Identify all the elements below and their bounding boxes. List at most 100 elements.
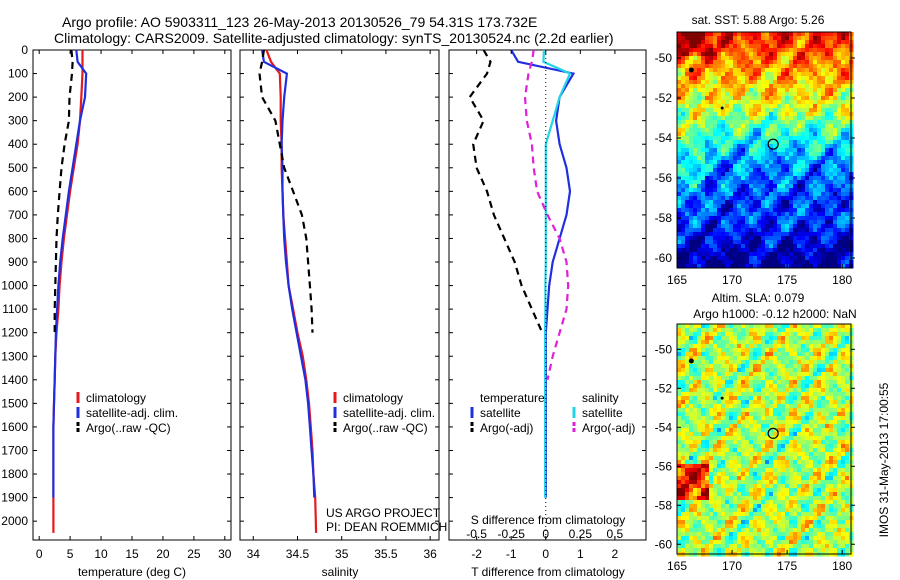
heatmap-cell xyxy=(745,196,750,201)
heatmap-cell xyxy=(701,356,706,361)
heatmap-cell xyxy=(817,88,822,93)
heatmap-cell xyxy=(753,396,758,401)
heatmap-cell xyxy=(837,244,842,249)
heatmap-cell xyxy=(709,108,714,113)
heatmap-cell xyxy=(817,348,822,353)
heatmap-cell xyxy=(721,240,726,245)
heatmap-cell xyxy=(745,52,750,57)
heatmap-cell xyxy=(729,332,734,337)
heatmap-cell xyxy=(817,148,822,153)
heatmap-cell xyxy=(749,412,754,417)
heatmap-cell xyxy=(745,264,750,269)
heatmap-cell xyxy=(693,368,698,373)
heatmap-cell xyxy=(841,148,846,153)
series-line-argo-raw-qc- xyxy=(258,49,314,333)
heatmap-cell xyxy=(817,508,822,513)
heatmap-cell xyxy=(845,208,850,213)
heatmap-cell xyxy=(725,504,730,509)
heatmap-cell xyxy=(841,36,846,41)
heatmap-cell xyxy=(781,504,786,509)
heatmap-cell xyxy=(769,212,774,217)
heatmap-cell xyxy=(825,36,830,41)
heatmap-cell xyxy=(685,88,690,93)
heatmap-cell xyxy=(789,392,794,397)
heatmap-cell xyxy=(741,112,746,117)
heatmap-cell xyxy=(721,376,726,381)
heatmap-cell xyxy=(713,504,718,509)
heatmap-cell xyxy=(845,460,850,465)
heatmap-cell xyxy=(793,108,798,113)
heatmap-cell xyxy=(793,424,798,429)
heatmap-cell xyxy=(797,360,802,365)
heatmap-cell xyxy=(753,88,758,93)
heatmap-cell xyxy=(821,476,826,481)
heatmap-cell xyxy=(757,440,762,445)
heatmap-cell xyxy=(829,52,834,57)
heatmap-cell xyxy=(805,252,810,257)
heatmap-cell xyxy=(693,384,698,389)
heatmap-cell xyxy=(689,120,694,125)
heatmap-cell xyxy=(753,128,758,133)
heatmap-cell xyxy=(701,180,706,185)
heatmap-cell xyxy=(809,376,814,381)
heatmap-cell xyxy=(721,480,726,485)
heatmap-cell xyxy=(717,200,722,205)
heatmap-cell xyxy=(829,128,834,133)
heatmap-cell xyxy=(829,480,834,485)
heatmap-cell xyxy=(841,372,846,377)
heatmap-cell xyxy=(841,84,846,89)
heatmap-cell xyxy=(821,112,826,117)
heatmap-cell xyxy=(729,44,734,49)
heatmap-cell xyxy=(745,64,750,69)
heatmap-cell xyxy=(713,408,718,413)
heatmap-cell xyxy=(805,36,810,41)
heatmap-cell xyxy=(797,400,802,405)
heatmap-cell xyxy=(817,116,822,121)
heatmap-cell xyxy=(701,404,706,409)
heatmap-cell xyxy=(745,468,750,473)
heatmap-cell xyxy=(833,40,838,45)
heatmap-cell xyxy=(729,160,734,165)
heatmap-cell xyxy=(809,76,814,81)
heatmap-cell xyxy=(805,496,810,501)
heatmap-cell xyxy=(681,160,686,165)
heatmap-cell xyxy=(825,160,830,165)
heatmap-cell xyxy=(689,356,694,361)
heatmap-cell xyxy=(797,216,802,221)
heatmap-cell xyxy=(745,220,750,225)
heatmap-cell xyxy=(833,468,838,473)
heatmap-cell xyxy=(845,148,850,153)
heatmap-cell xyxy=(845,120,850,125)
heatmap-cell xyxy=(817,136,822,141)
heatmap-cell xyxy=(801,132,806,137)
heatmap-cell xyxy=(741,180,746,185)
heatmap-cell xyxy=(825,504,830,509)
heatmap-cell xyxy=(741,484,746,489)
heatmap-cell xyxy=(749,452,754,457)
heatmap-cell xyxy=(685,508,690,513)
heatmap-cell xyxy=(773,60,778,65)
heatmap-cell xyxy=(733,492,738,497)
heatmap-cell xyxy=(833,216,838,221)
heatmap-cell xyxy=(845,444,850,449)
heatmap-cell xyxy=(781,380,786,385)
heatmap-cell xyxy=(801,200,806,205)
heatmap-cell xyxy=(833,480,838,485)
heatmap-cell xyxy=(681,336,686,341)
heatmap-cell xyxy=(833,188,838,193)
heatmap-cell xyxy=(825,204,830,209)
heatmap-cell xyxy=(701,368,706,373)
heatmap-cell xyxy=(821,200,826,205)
heatmap-cell xyxy=(785,208,790,213)
heatmap-cell xyxy=(725,396,730,401)
heatmap-cell xyxy=(721,120,726,125)
heatmap-cell xyxy=(749,472,754,477)
heatmap-cell xyxy=(833,404,838,409)
heatmap-cell xyxy=(737,84,742,89)
heatmap-cell xyxy=(729,472,734,477)
heatmap-cell xyxy=(717,248,722,253)
heatmap-cell xyxy=(825,444,830,449)
heatmap-cell xyxy=(693,132,698,137)
heatmap-cell xyxy=(761,204,766,209)
heatmap-cell xyxy=(709,176,714,181)
